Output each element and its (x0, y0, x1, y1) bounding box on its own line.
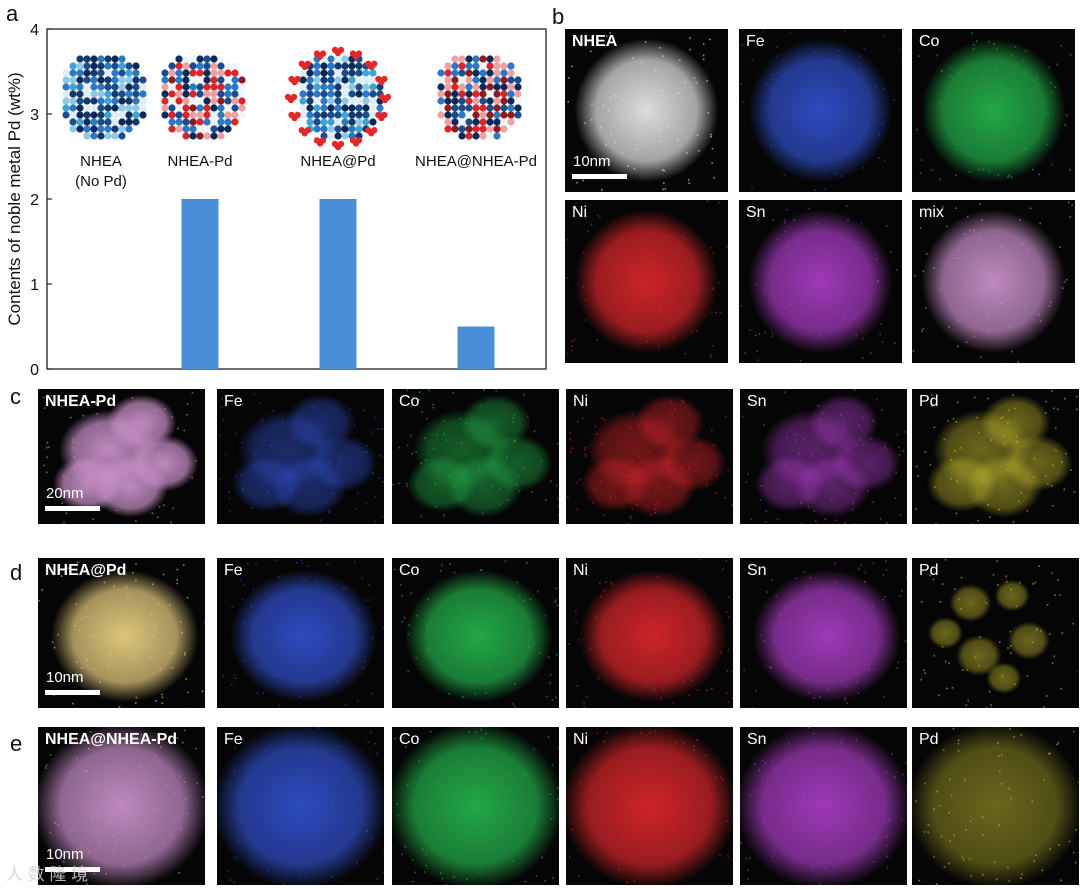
eds-map-label: Pd (919, 393, 939, 410)
eds-map-b-co: Co (912, 29, 1075, 192)
scale-bar-label: 10nm (573, 153, 611, 170)
nanoparticle-illustration-1 (161, 55, 246, 140)
eds-map-label: Fe (224, 731, 243, 748)
category-label-1: NHEA-Pd (167, 153, 232, 170)
eds-map-d-ni: Ni (566, 558, 733, 708)
eds-map-b-fe: Fe (739, 29, 902, 192)
panel-label-c: c (10, 384, 21, 409)
panel-label-d: d (10, 560, 23, 585)
scale-bar-label: 20nm (46, 485, 84, 502)
eds-map-c-sn: Sn (740, 389, 907, 524)
eds-map-c-ni: Ni (566, 389, 733, 524)
eds-map-label: Sn (747, 562, 767, 579)
y-tick-label-3: 3 (30, 107, 39, 124)
y-tick-label-1: 1 (30, 277, 39, 294)
eds-map-e-fe: Fe (217, 727, 384, 885)
eds-map-d-fe: Fe (217, 558, 384, 708)
eds-map-label: Ni (573, 562, 589, 579)
eds-map-label: Co (919, 33, 940, 50)
panel-label-b: b (552, 4, 565, 29)
eds-map-b-sn: Sn (739, 200, 902, 363)
eds-map-c-co: Co (392, 389, 559, 524)
eds-map-label: Pd (919, 562, 939, 579)
category-label-2: NHEA@Pd (300, 153, 375, 170)
scale-bar-label: 10nm (46, 669, 84, 686)
eds-map-d-sn: Sn (740, 558, 907, 708)
panel-label-a: a (6, 1, 19, 26)
eds-map-e-sn: Sn (740, 727, 907, 885)
eds-map-label: Co (399, 731, 420, 748)
bar-2 (319, 199, 357, 369)
category-label-0-line2: (No Pd) (75, 173, 127, 190)
eds-map-label: Co (399, 393, 420, 410)
eds-map-label: Fe (224, 393, 243, 410)
eds-map-label: Fe (746, 33, 765, 50)
eds-map-b-nhea: NHEA 10nm (565, 29, 728, 192)
eds-map-c-fe: Fe (217, 389, 384, 524)
scale-bar (45, 690, 100, 695)
nanoparticle-illustration-0 (62, 55, 147, 140)
eds-map-e-pd: Pd (912, 727, 1079, 885)
eds-map-b-ni: Ni (565, 200, 728, 363)
eds-map-label: mix (919, 204, 944, 221)
eds-map-e-ni: Ni (566, 727, 733, 885)
category-label-0: NHEA (80, 153, 122, 170)
scale-bar (572, 174, 627, 179)
scale-bar-label: 10nm (46, 846, 84, 863)
eds-map-label: NHEA (572, 33, 618, 50)
eds-map-b-mix: mix (912, 200, 1075, 363)
pd-content-bar-chart: 0 1 2 3 4 Contents of noble metal Pd (wt%) NHE… (5, 22, 547, 379)
eds-map-label: Ni (573, 393, 589, 410)
panel-label-e: e (10, 731, 23, 756)
eds-map-e-co: Co (392, 727, 559, 885)
y-tick-label-0: 0 (30, 362, 39, 379)
eds-map-d-nhea-pd: NHEA@Pd 10nm (38, 558, 205, 708)
eds-map-label: Fe (224, 562, 243, 579)
scale-bar (45, 506, 100, 511)
y-tick-label-2: 2 (30, 192, 39, 209)
eds-map-label: Sn (746, 204, 766, 221)
eds-map-label: Co (399, 562, 420, 579)
eds-map-label: Pd (919, 731, 939, 748)
scale-bar (45, 867, 100, 872)
eds-map-c-nhea-pd: NHEA-Pd 20nm (38, 389, 205, 524)
nanoparticle-illustration-2 (284, 46, 392, 151)
eds-map-label: NHEA-Pd (45, 393, 117, 410)
eds-map-label: NHEA@NHEA-Pd (45, 731, 178, 748)
nanoparticle-illustration-3 (437, 55, 522, 140)
eds-map-label: Ni (572, 204, 588, 221)
eds-map-label: Ni (573, 731, 589, 748)
bar-3 (457, 326, 495, 369)
eds-map-d-pd: Pd (912, 558, 1079, 708)
eds-map-c-pd: Pd (912, 389, 1079, 524)
watermark: 人 数 隆 境 (6, 865, 89, 884)
eds-map-label: NHEA@Pd (45, 562, 127, 579)
category-label-3: NHEA@NHEA-Pd (415, 153, 537, 170)
eds-map-d-co: Co (392, 558, 559, 708)
eds-map-label: Sn (747, 393, 767, 410)
eds-map-label: Sn (747, 731, 767, 748)
bar-1 (181, 199, 219, 369)
y-axis-label: Contents of noble metal Pd (wt%) (5, 72, 24, 325)
y-tick-label-4: 4 (30, 22, 39, 39)
eds-map-e-nhea-nhea-pd: NHEA@NHEA-Pd 10nm (38, 727, 205, 885)
